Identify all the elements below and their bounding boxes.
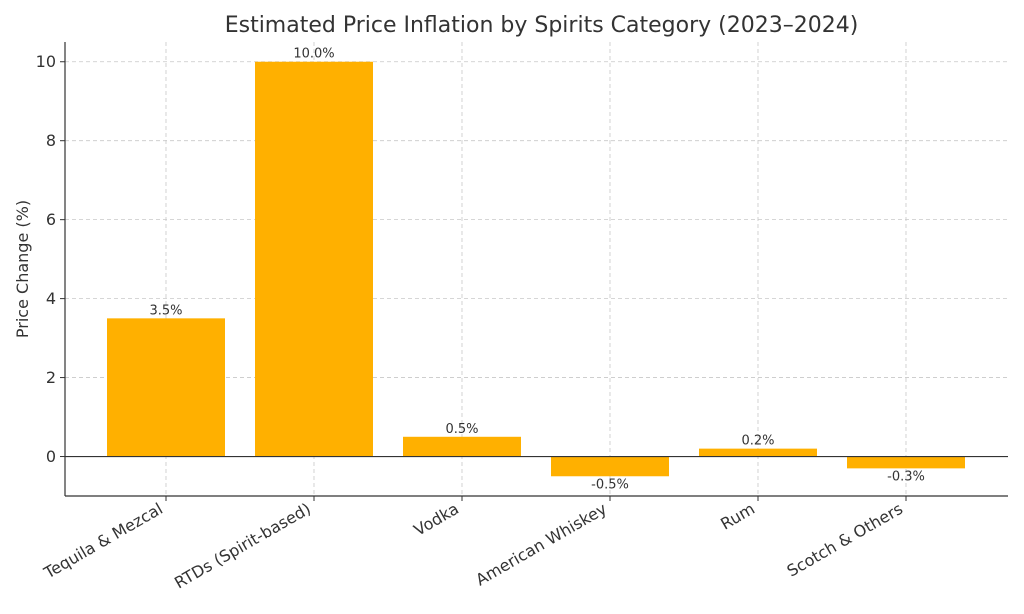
- bars: [107, 61, 965, 477]
- y-tick-label: 0: [46, 447, 56, 466]
- bar-2: [403, 436, 521, 457]
- x-tick-label: Scotch & Others: [784, 499, 906, 581]
- bar-value-label: 0.5%: [445, 422, 478, 437]
- x-tick-label: Vodka: [411, 499, 462, 540]
- y-tick-label: 8: [46, 131, 56, 150]
- y-axis-label: Price Change (%): [13, 200, 32, 338]
- bar-value-label: 3.5%: [149, 303, 182, 318]
- bar-value-label: 0.2%: [741, 434, 774, 449]
- bar-value-label: -0.5%: [591, 477, 629, 492]
- bar-5: [847, 456, 965, 469]
- chart-title: Estimated Price Inflation by Spirits Cat…: [225, 13, 859, 38]
- y-tick-label: 4: [46, 289, 56, 308]
- bar-1: [255, 61, 373, 457]
- x-tick-label: RTDs (Spirit-based): [171, 499, 314, 592]
- x-tick-label: Tequila & Mezcal: [40, 499, 166, 583]
- y-tick-label: 10: [36, 52, 56, 71]
- y-tick-label: 2: [46, 368, 56, 387]
- bar-3: [551, 456, 669, 477]
- bar-0: [107, 318, 225, 457]
- x-tick-label: Rum: [717, 499, 758, 534]
- bar-4: [699, 448, 817, 457]
- y-tick-label: 6: [46, 210, 56, 229]
- value-labels: 3.5% 10.0% 0.5% -0.5% 0.2% -0.3%: [149, 47, 924, 493]
- bar-value-label: 10.0%: [293, 47, 334, 62]
- x-tick-label: American Whiskey: [472, 499, 610, 589]
- bar-value-label: -0.3%: [887, 469, 925, 484]
